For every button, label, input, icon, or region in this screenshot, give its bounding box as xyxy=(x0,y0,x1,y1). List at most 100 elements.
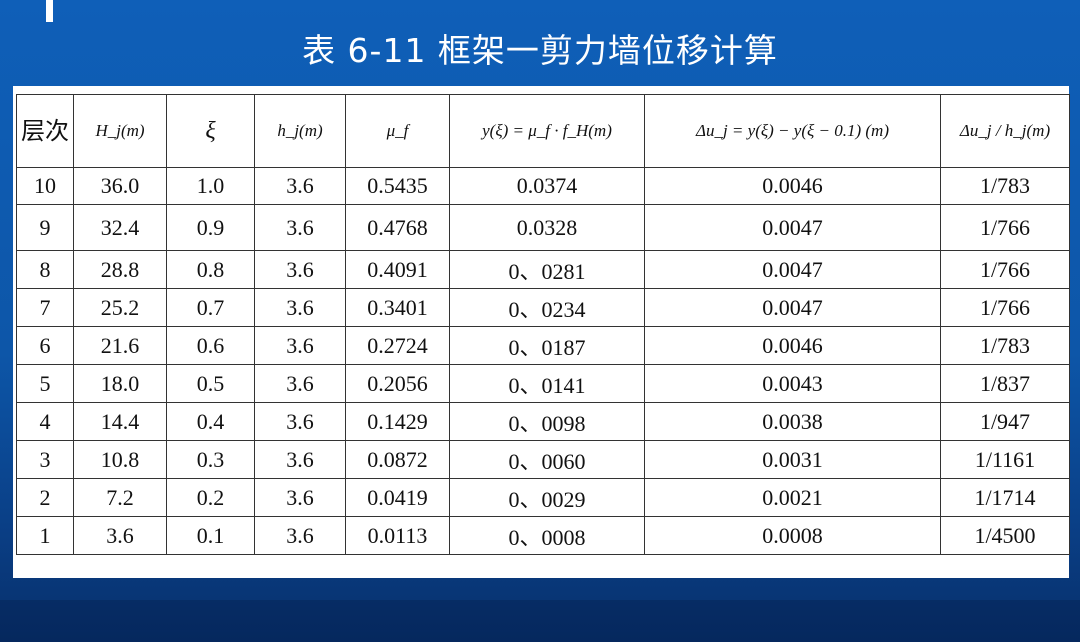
header-delta-u: Δu_j = y(ξ) − y(ξ − 0.1) (m) xyxy=(644,94,941,168)
cell-drift-ratio: 1/783 xyxy=(940,167,1070,205)
cell-mu-f: 0.0872 xyxy=(345,440,450,479)
cell-y-xi: 0、0281 xyxy=(449,250,645,289)
cell-Hj: 28.8 xyxy=(73,250,167,289)
cell-y-xi: 0、0234 xyxy=(449,288,645,327)
cell-hj: 3.6 xyxy=(254,288,346,327)
cell-layer: 8 xyxy=(16,250,74,289)
cell-drift-ratio: 1/1714 xyxy=(940,478,1070,517)
header-y-xi: y(ξ) = μ_f · f_H(m) xyxy=(449,94,645,168)
cell-hj: 3.6 xyxy=(254,250,346,289)
table-row: 5 18.0 0.5 3.6 0.2056 0、0141 0.0043 1/837 xyxy=(16,364,1070,403)
cell-layer: 9 xyxy=(16,204,74,251)
table-row: 3 10.8 0.3 3.6 0.0872 0、0060 0.0031 1/1161 xyxy=(16,440,1070,479)
cell-hj: 3.6 xyxy=(254,326,346,365)
cell-hj: 3.6 xyxy=(254,402,346,441)
cell-xi: 0.6 xyxy=(166,326,255,365)
cell-layer: 3 xyxy=(16,440,74,479)
cell-layer: 10 xyxy=(16,167,74,205)
cell-drift-ratio: 1/1161 xyxy=(940,440,1070,479)
cell-y-xi: 0、0187 xyxy=(449,326,645,365)
cell-Hj: 7.2 xyxy=(73,478,167,517)
cell-hj: 3.6 xyxy=(254,440,346,479)
cell-layer: 6 xyxy=(16,326,74,365)
table-row: 9 32.4 0.9 3.6 0.4768 0.0328 0.0047 1/766 xyxy=(16,204,1070,251)
cell-Hj: 10.8 xyxy=(73,440,167,479)
cell-mu-f: 0.1429 xyxy=(345,402,450,441)
cell-drift-ratio: 1/766 xyxy=(940,250,1070,289)
cell-y-xi: 0、0029 xyxy=(449,478,645,517)
cell-layer: 7 xyxy=(16,288,74,327)
cell-y-xi: 0.0328 xyxy=(449,204,645,251)
cell-xi: 0.3 xyxy=(166,440,255,479)
table-row: 7 25.2 0.7 3.6 0.3401 0、0234 0.0047 1/766 xyxy=(16,288,1070,327)
cell-delta-u: 0.0046 xyxy=(644,167,941,205)
cell-drift-ratio: 1/766 xyxy=(940,288,1070,327)
cell-delta-u: 0.0047 xyxy=(644,204,941,251)
cell-Hj: 21.6 xyxy=(73,326,167,365)
cell-y-xi: 0.0374 xyxy=(449,167,645,205)
cell-y-xi: 0、0060 xyxy=(449,440,645,479)
cell-mu-f: 0.3401 xyxy=(345,288,450,327)
accent-bar xyxy=(46,0,53,22)
cell-delta-u: 0.0038 xyxy=(644,402,941,441)
cell-Hj: 3.6 xyxy=(73,516,167,555)
cell-y-xi: 0、0008 xyxy=(449,516,645,555)
cell-hj: 3.6 xyxy=(254,204,346,251)
cell-hj: 3.6 xyxy=(254,167,346,205)
header-Hj: H_j(m) xyxy=(73,94,167,168)
cell-xi: 0.1 xyxy=(166,516,255,555)
cell-delta-u: 0.0043 xyxy=(644,364,941,403)
cell-xi: 1.0 xyxy=(166,167,255,205)
table-row: 10 36.0 1.0 3.6 0.5435 0.0374 0.0046 1/783 xyxy=(16,167,1070,205)
header-xi: ξ xyxy=(166,94,255,168)
cell-mu-f: 0.2724 xyxy=(345,326,450,365)
cell-hj: 3.6 xyxy=(254,478,346,517)
cell-Hj: 14.4 xyxy=(73,402,167,441)
displacement-table: 层次 H_j(m) ξ h_j(m) μ_f y(ξ) = μ_f · f_H(… xyxy=(16,94,1070,555)
header-layer: 层次 xyxy=(16,94,74,168)
cell-drift-ratio: 1/4500 xyxy=(940,516,1070,555)
cell-delta-u: 0.0047 xyxy=(644,288,941,327)
table-row: 6 21.6 0.6 3.6 0.2724 0、0187 0.0046 1/783 xyxy=(16,326,1070,365)
cell-xi: 0.5 xyxy=(166,364,255,403)
cell-Hj: 18.0 xyxy=(73,364,167,403)
cell-drift-ratio: 1/837 xyxy=(940,364,1070,403)
cell-mu-f: 0.0113 xyxy=(345,516,450,555)
table-panel: 层次 H_j(m) ξ h_j(m) μ_f y(ξ) = μ_f · f_H(… xyxy=(13,86,1070,578)
table-row: 4 14.4 0.4 3.6 0.1429 0、0098 0.0038 1/947 xyxy=(16,402,1070,441)
cell-layer: 5 xyxy=(16,364,74,403)
cell-Hj: 36.0 xyxy=(73,167,167,205)
slide-title: 表 6-11 框架一剪力墙位移计算 xyxy=(302,31,778,70)
cell-hj: 3.6 xyxy=(254,516,346,555)
table-row: 1 3.6 0.1 3.6 0.0113 0、0008 0.0008 1/4500 xyxy=(16,516,1070,555)
cell-mu-f: 0.2056 xyxy=(345,364,450,403)
cell-y-xi: 0、0141 xyxy=(449,364,645,403)
cell-drift-ratio: 1/947 xyxy=(940,402,1070,441)
cell-delta-u: 0.0021 xyxy=(644,478,941,517)
table-row: 2 7.2 0.2 3.6 0.0419 0、0029 0.0021 1/1714 xyxy=(16,478,1070,517)
cell-xi: 0.4 xyxy=(166,402,255,441)
header-hj: h_j(m) xyxy=(254,94,346,168)
cell-layer: 2 xyxy=(16,478,74,517)
cell-Hj: 32.4 xyxy=(73,204,167,251)
cell-xi: 0.8 xyxy=(166,250,255,289)
cell-Hj: 25.2 xyxy=(73,288,167,327)
cell-mu-f: 0.4768 xyxy=(345,204,450,251)
cell-y-xi: 0、0098 xyxy=(449,402,645,441)
cell-xi: 0.7 xyxy=(166,288,255,327)
cell-layer: 4 xyxy=(16,402,74,441)
cell-delta-u: 0.0008 xyxy=(644,516,941,555)
cell-delta-u: 0.0046 xyxy=(644,326,941,365)
table-row: 8 28.8 0.8 3.6 0.4091 0、0281 0.0047 1/766 xyxy=(16,250,1070,289)
cell-layer: 1 xyxy=(16,516,74,555)
cell-delta-u: 0.0047 xyxy=(644,250,941,289)
cell-mu-f: 0.5435 xyxy=(345,167,450,205)
header-row: 层次 H_j(m) ξ h_j(m) μ_f y(ξ) = μ_f · f_H(… xyxy=(16,94,1070,168)
footer-band xyxy=(0,600,1080,642)
cell-delta-u: 0.0031 xyxy=(644,440,941,479)
cell-xi: 0.2 xyxy=(166,478,255,517)
cell-hj: 3.6 xyxy=(254,364,346,403)
cell-mu-f: 0.4091 xyxy=(345,250,450,289)
cell-drift-ratio: 1/766 xyxy=(940,204,1070,251)
header-mu-f: μ_f xyxy=(345,94,450,168)
